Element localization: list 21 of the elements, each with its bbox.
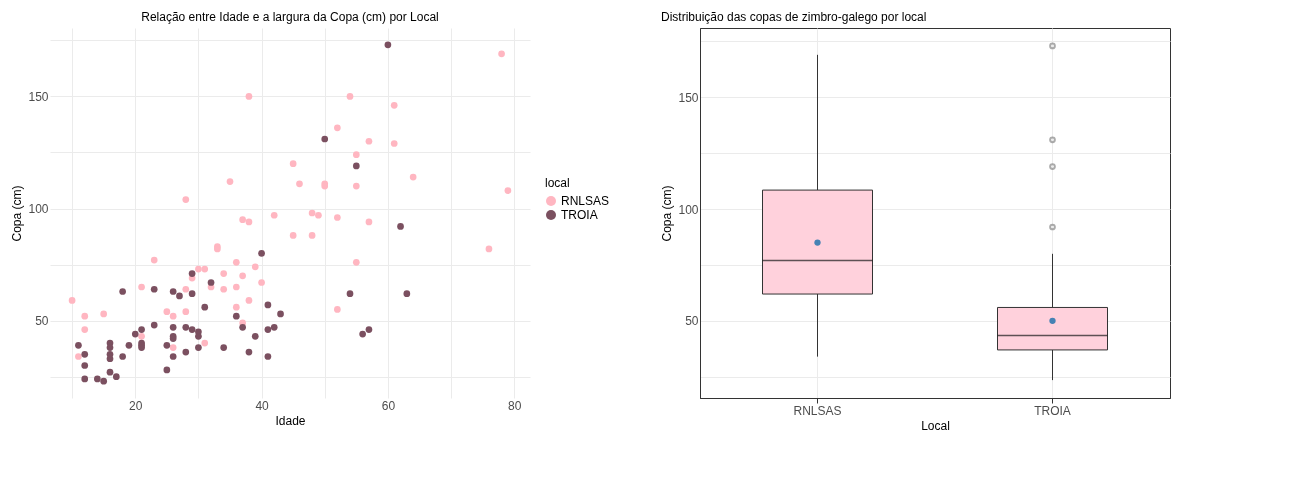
- legend-label: RNLSAS: [561, 194, 610, 208]
- y-axis-title: Copa (cm): [660, 185, 675, 242]
- y-axis-title: Copa (cm): [10, 185, 25, 242]
- x-axis-title: Idade: [275, 413, 306, 428]
- y-tick-label: 50: [685, 314, 699, 329]
- x-tick-label: 80: [508, 398, 522, 413]
- x-tick-label: 40: [255, 398, 270, 413]
- x-tick-label: RNLSAS: [793, 403, 842, 418]
- y-tick-label: 100: [678, 202, 699, 217]
- x-tick-label: 20: [129, 398, 143, 413]
- legend-title: local: [545, 176, 570, 190]
- y-tick-label: 150: [28, 89, 49, 104]
- chart-title: Relação entre Idade e a largura da Copa (cm) por Local: [141, 10, 439, 24]
- x-tick-label: TROIA: [1034, 403, 1071, 418]
- x-tick-label: 60: [381, 398, 396, 413]
- x-axis-title: Local: [921, 418, 950, 433]
- y-tick-label: 100: [28, 202, 49, 217]
- legend-label: TROIA: [561, 208, 598, 222]
- y-tick-label: 150: [678, 90, 699, 105]
- chart-title: Distribuição das copas de zimbro-galego por local: [660, 10, 927, 24]
- y-tick-label: 50: [35, 314, 49, 329]
